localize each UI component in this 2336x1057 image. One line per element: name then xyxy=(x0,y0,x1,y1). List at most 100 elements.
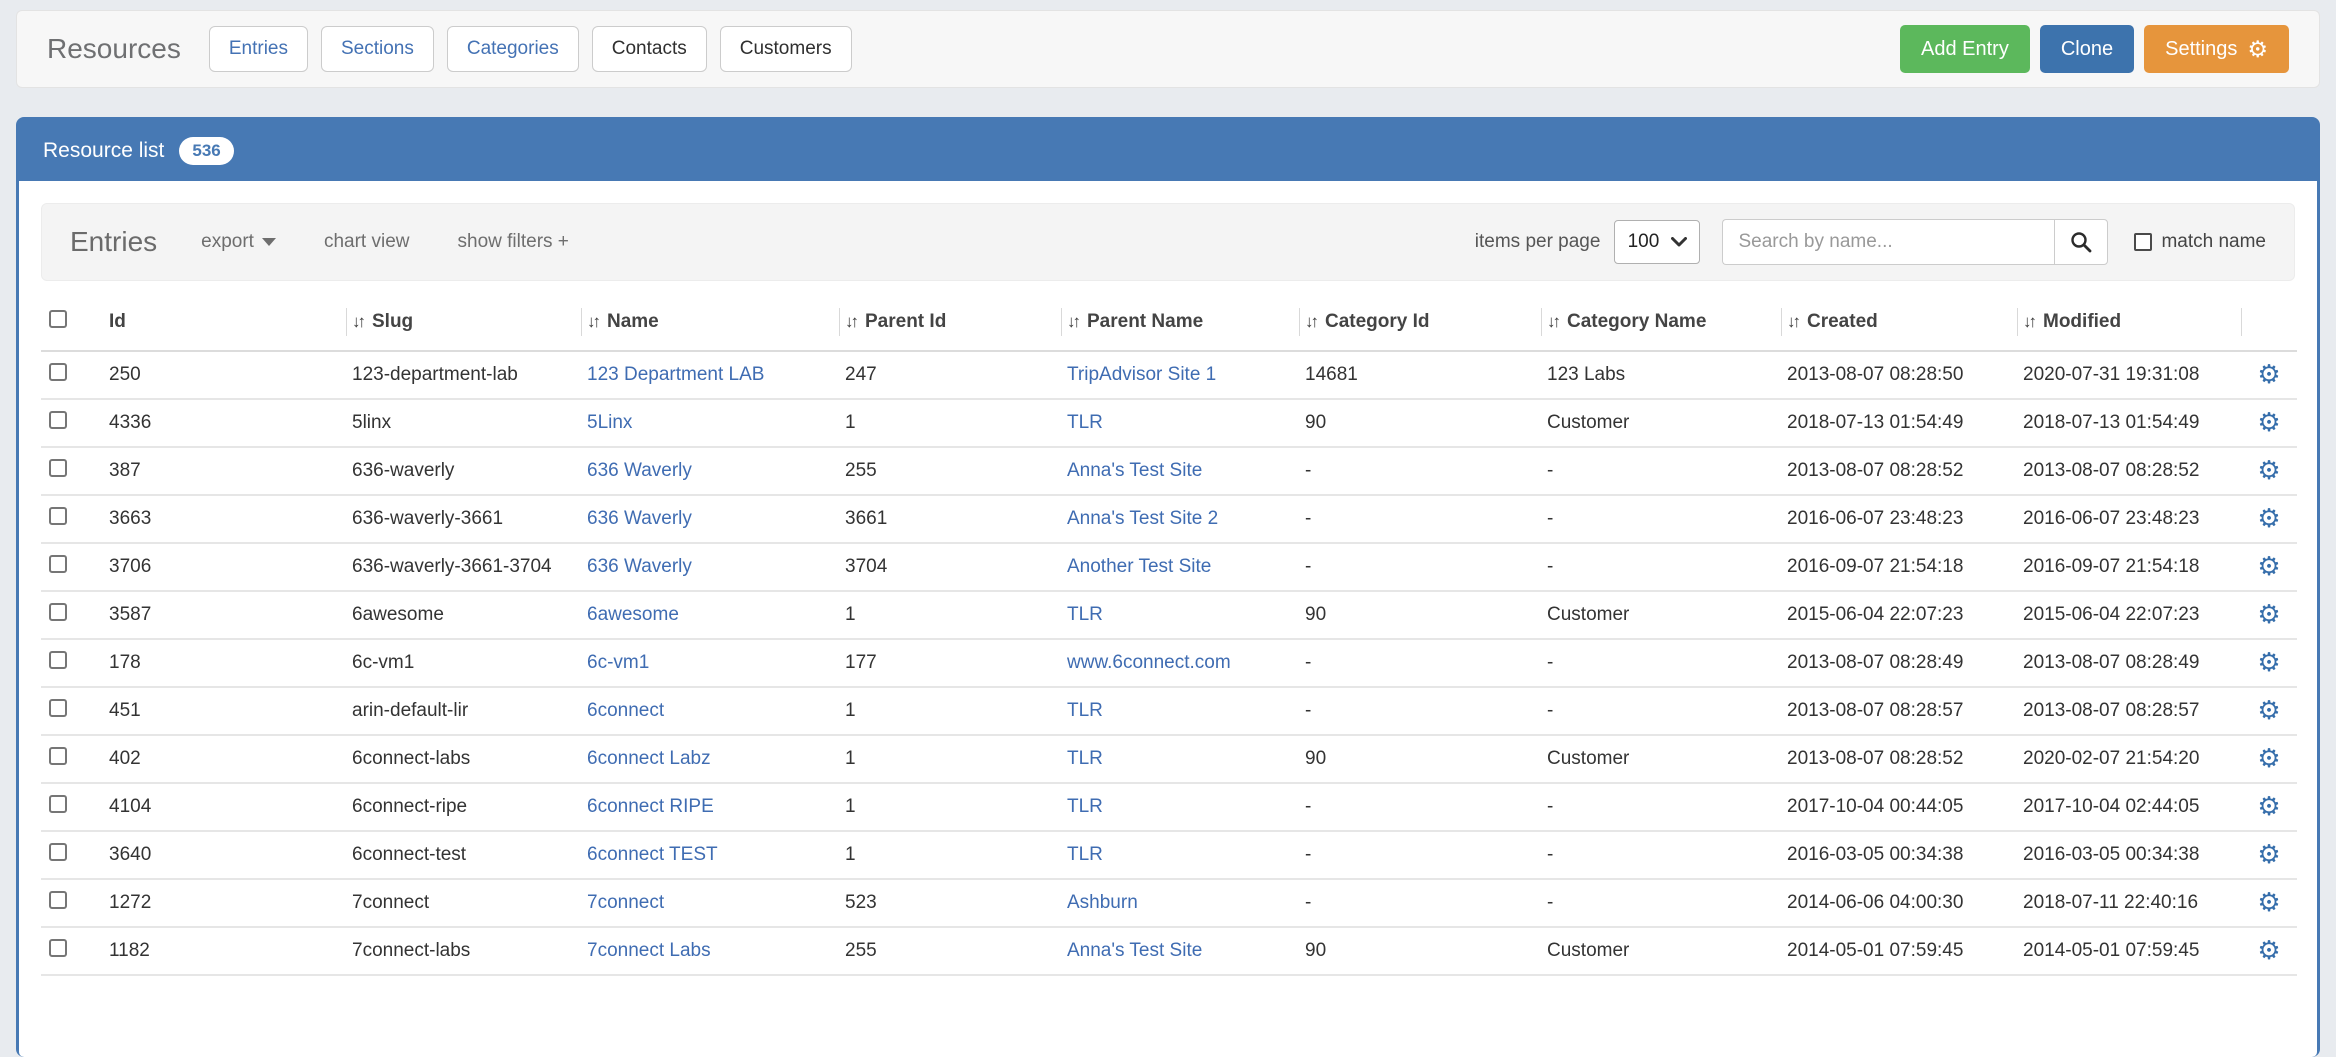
table-row: 3587 6awesome 6awesome 1 TLR 90 Customer… xyxy=(41,591,2297,640)
cell-id: 451 xyxy=(103,687,346,736)
column-header-category_id[interactable]: ↓↑ Category Id xyxy=(1299,293,1541,352)
cell-parent-name-link[interactable]: Anna's Test Site xyxy=(1067,460,1203,481)
column-header-modified[interactable]: ↓↑ Modified xyxy=(2017,293,2241,352)
cell-modified: 2013-08-07 08:28:49 xyxy=(2017,639,2241,688)
row-settings-gear-icon[interactable]: ⚙ xyxy=(2257,695,2281,725)
row-settings-gear-icon[interactable]: ⚙ xyxy=(2257,935,2281,965)
row-checkbox[interactable] xyxy=(49,507,67,525)
column-header-slug[interactable]: ↓↑ Slug xyxy=(346,293,581,352)
clone-label: Clone xyxy=(2060,37,2114,60)
cell-category-id: - xyxy=(1299,639,1541,688)
cell-parent-name-link[interactable]: TripAdvisor Site 1 xyxy=(1067,364,1217,385)
table-row: 3663 636-waverly-3661 636 Waverly 3661 A… xyxy=(41,495,2297,544)
add-entry-label: Add Entry xyxy=(1921,37,2009,60)
cell-parent-name-link[interactable]: TLR xyxy=(1067,604,1103,625)
add-entry-button[interactable]: Add Entry xyxy=(1900,25,2030,73)
nav-tab-contacts[interactable]: Contacts xyxy=(591,26,707,72)
column-header-name[interactable]: ↓↑ Name xyxy=(581,293,839,352)
column-header-parent_id[interactable]: ↓↑ Parent Id xyxy=(839,293,1061,352)
settings-button[interactable]: Settings ⚙ xyxy=(2144,25,2289,73)
row-settings-gear-icon[interactable]: ⚙ xyxy=(2257,551,2281,581)
table-header-row: Id ↓↑ Slug ↓↑ Name ↓↑ Parent Id ↓↑ Parent Na… xyxy=(41,293,2297,352)
column-label: Parent Id xyxy=(865,310,947,332)
chart-view-link[interactable]: chart view xyxy=(323,231,410,252)
nav-tab-customers[interactable]: Customers xyxy=(719,26,852,72)
row-checkbox[interactable] xyxy=(49,555,67,573)
entries-title: Entries xyxy=(70,226,158,257)
cell-parent-id: 1 xyxy=(839,735,1061,784)
row-settings-gear-icon[interactable]: ⚙ xyxy=(2257,407,2281,437)
cell-id: 3663 xyxy=(103,495,346,544)
cell-name-link[interactable]: 6awesome xyxy=(587,604,679,625)
cell-name-link[interactable]: 6c-vm1 xyxy=(587,652,650,673)
settings-label: Settings xyxy=(2165,37,2238,60)
cell-name-link[interactable]: 636 Waverly xyxy=(587,508,692,529)
cell-name-link[interactable]: 636 Waverly xyxy=(587,556,692,577)
row-checkbox[interactable] xyxy=(49,843,67,861)
cell-category-id: - xyxy=(1299,543,1541,592)
row-checkbox[interactable] xyxy=(49,795,67,813)
row-checkbox[interactable] xyxy=(49,459,67,477)
match-name-checkbox[interactable] xyxy=(2134,233,2153,251)
cell-parent-name-link[interactable]: Anna's Test Site xyxy=(1067,940,1203,961)
cell-parent-id: 1 xyxy=(839,831,1061,880)
nav-tab-entries[interactable]: Entries xyxy=(208,26,308,72)
cell-parent-name-link[interactable]: TLR xyxy=(1067,412,1103,433)
row-checkbox[interactable] xyxy=(49,891,67,909)
cell-name-link[interactable]: 6connect TEST xyxy=(587,844,718,865)
row-settings-gear-icon[interactable]: ⚙ xyxy=(2257,455,2281,485)
row-checkbox[interactable] xyxy=(49,699,67,717)
cell-parent-name-link[interactable]: Another Test Site xyxy=(1067,556,1212,577)
cell-name-link[interactable]: 7connect Labs xyxy=(587,940,711,961)
row-settings-gear-icon[interactable]: ⚙ xyxy=(2257,647,2281,677)
items-per-page-select[interactable]: 100 xyxy=(1614,220,1701,264)
column-header-created[interactable]: ↓↑ Created xyxy=(1781,293,2017,352)
cell-parent-name-link[interactable]: Ashburn xyxy=(1067,892,1138,913)
caret-down-icon xyxy=(261,238,276,246)
cell-parent-name-link[interactable]: TLR xyxy=(1067,748,1103,769)
nav-tab-sections[interactable]: Sections xyxy=(320,26,434,72)
select-all-checkbox[interactable] xyxy=(49,309,67,328)
cell-name-link[interactable]: 6connect xyxy=(587,700,665,721)
show-filters-link[interactable]: show filters + xyxy=(457,231,569,252)
cell-created: 2015-06-04 22:07:23 xyxy=(1781,591,2017,640)
cell-name-link[interactable]: 5Linx xyxy=(587,412,633,433)
table-row: 4104 6connect-ripe 6connect RIPE 1 TLR -… xyxy=(41,783,2297,832)
row-settings-gear-icon[interactable]: ⚙ xyxy=(2257,887,2281,917)
row-checkbox[interactable] xyxy=(49,603,67,621)
row-checkbox[interactable] xyxy=(49,411,67,429)
cell-category-name: - xyxy=(1541,447,1781,496)
row-settings-gear-icon[interactable]: ⚙ xyxy=(2257,599,2281,629)
row-settings-gear-icon[interactable]: ⚙ xyxy=(2257,359,2281,389)
cell-name-link[interactable]: 123 Department LAB xyxy=(587,364,765,385)
row-settings-gear-icon[interactable]: ⚙ xyxy=(2257,791,2281,821)
cell-name-link[interactable]: 636 Waverly xyxy=(587,460,692,481)
column-header-parent_name[interactable]: ↓↑ Parent Name xyxy=(1061,293,1299,352)
row-settings-gear-icon[interactable]: ⚙ xyxy=(2257,503,2281,533)
cell-parent-name-link[interactable]: TLR xyxy=(1067,700,1103,721)
cell-parent-name-link[interactable]: TLR xyxy=(1067,844,1103,865)
entries-table: Id ↓↑ Slug ↓↑ Name ↓↑ Parent Id ↓↑ Parent Na… xyxy=(41,293,2297,976)
cell-parent-name-link[interactable]: Anna's Test Site 2 xyxy=(1067,508,1219,529)
column-header-category_name[interactable]: ↓↑ Category Name xyxy=(1541,293,1781,352)
row-settings-gear-icon[interactable]: ⚙ xyxy=(2257,743,2281,773)
row-checkbox[interactable] xyxy=(49,939,67,957)
search-input[interactable] xyxy=(1722,219,2055,265)
nav-tab-categories[interactable]: Categories xyxy=(446,26,579,72)
row-checkbox[interactable] xyxy=(49,651,67,669)
row-checkbox[interactable] xyxy=(49,747,67,765)
cell-name-link[interactable]: 7connect xyxy=(587,892,665,913)
toolbar-right: items per page 100 match xyxy=(1475,219,2266,265)
search-button[interactable] xyxy=(2054,219,2109,265)
cell-name-link[interactable]: 6connect RIPE xyxy=(587,796,714,817)
clone-button[interactable]: Clone xyxy=(2039,25,2135,73)
cell-parent-name-link[interactable]: TLR xyxy=(1067,796,1103,817)
row-settings-gear-icon[interactable]: ⚙ xyxy=(2257,839,2281,869)
row-checkbox[interactable] xyxy=(49,363,67,381)
cell-name-link[interactable]: 6connect Labz xyxy=(587,748,711,769)
export-dropdown[interactable]: export xyxy=(201,231,276,253)
cell-modified: 2016-09-07 21:54:18 xyxy=(2017,543,2241,592)
cell-created: 2013-08-07 08:28:49 xyxy=(1781,639,2017,688)
cell-parent-name-link[interactable]: www.6connect.com xyxy=(1067,652,1231,673)
cell-category-id: - xyxy=(1299,879,1541,928)
